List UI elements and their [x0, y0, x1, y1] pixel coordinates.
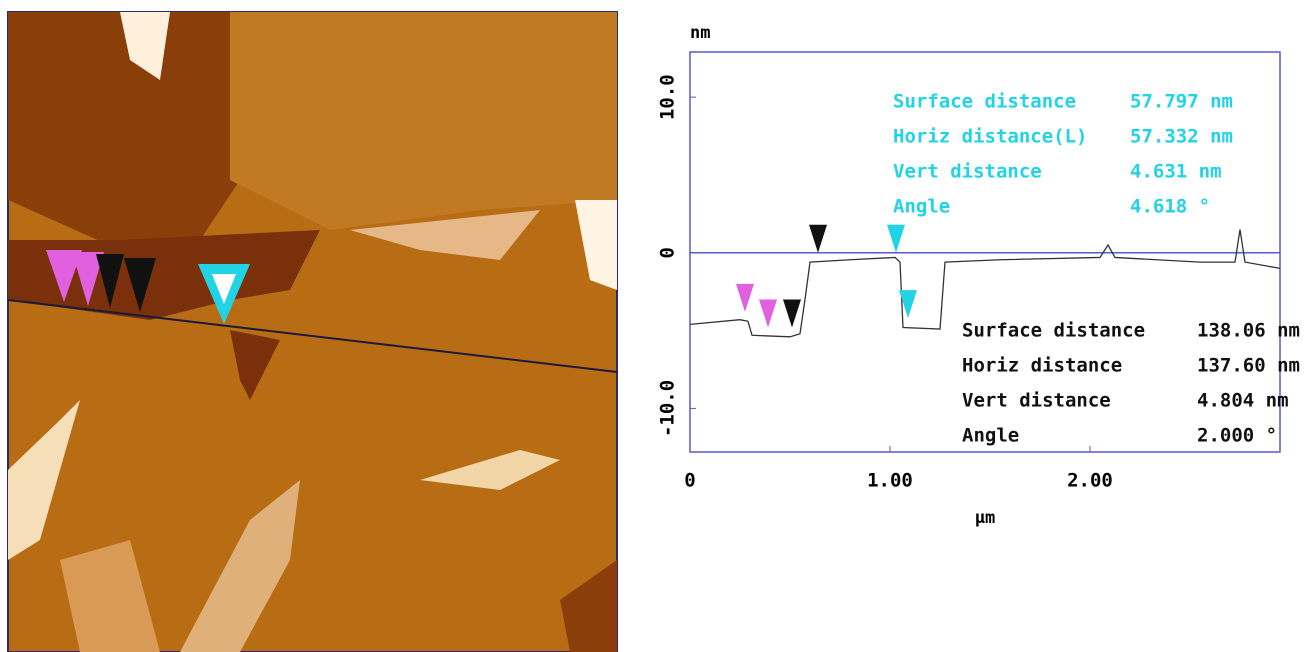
figure: nm μm 10.0 0 -10.0 0 1.00 2.00 Surface distanc…	[0, 0, 1315, 652]
measure-value: 57.332 nm	[1130, 126, 1233, 148]
region	[230, 12, 617, 230]
cursor	[783, 299, 801, 327]
measure-value: 4.618 °	[1130, 196, 1210, 218]
page: nm μm 10.0 0 -10.0 0 1.00 2.00 Surface distanc…	[0, 0, 1315, 652]
measure-label: Vert distance	[962, 390, 1111, 412]
measure-value: 57.797 nm	[1130, 91, 1233, 113]
measure-label: Surface distance	[893, 91, 1076, 113]
measure-label: Angle	[962, 425, 1019, 447]
y-tick-label: 0	[657, 247, 679, 258]
measure-value: 2.000 °	[1197, 425, 1277, 447]
cursor	[887, 225, 905, 253]
x-axis-label: μm	[975, 508, 995, 528]
y-axis-label: nm	[690, 23, 710, 43]
afm-image	[8, 12, 617, 652]
measure-value: 4.804 nm	[1197, 390, 1289, 412]
measure-value: 137.60 nm	[1197, 355, 1300, 377]
measure-label: Angle	[893, 196, 950, 218]
cursor	[809, 225, 827, 253]
cursor	[759, 299, 777, 327]
measure-value: 4.631 nm	[1130, 161, 1222, 183]
measure-value: 138.06 nm	[1197, 320, 1300, 342]
measure-label: Horiz distance	[962, 355, 1122, 377]
cursor	[736, 284, 754, 312]
y-tick-label: 10.0	[657, 74, 679, 120]
measure-label: Horiz distance(L)	[893, 126, 1087, 148]
x-tick-label: 1.00	[867, 470, 913, 492]
measure-label: Vert distance	[893, 161, 1042, 183]
measure-label: Surface distance	[962, 320, 1145, 342]
x-tick-label: 2.00	[1067, 470, 1113, 492]
x-tick-label: 0	[684, 470, 695, 492]
y-tick-label: -10.0	[657, 380, 679, 437]
